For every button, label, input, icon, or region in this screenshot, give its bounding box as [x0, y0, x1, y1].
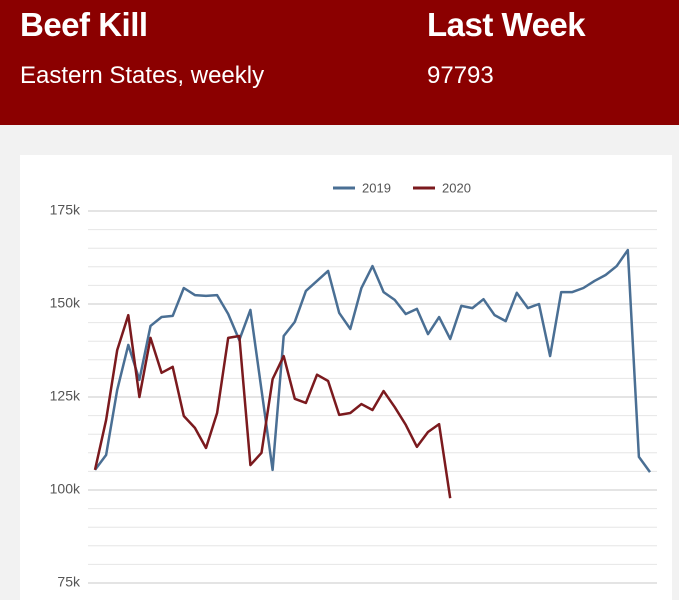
series-line: [93, 248, 652, 473]
legend-label: 2019: [362, 180, 391, 195]
y-tick-label: 150k: [50, 295, 81, 311]
y-tick-label: 125k: [50, 388, 81, 404]
subtitle: Eastern States, weekly: [20, 62, 265, 89]
header: Beef Kill Eastern States, weekly Last We…: [0, 0, 679, 125]
y-tick-label: 75k: [57, 574, 81, 590]
stat-value: 97793: [427, 62, 494, 89]
series-line: [93, 313, 452, 499]
stat-label: Last Week: [427, 6, 586, 43]
y-tick-label: 175k: [50, 202, 81, 218]
y-tick-label: 100k: [50, 481, 81, 497]
title: Beef Kill: [20, 6, 148, 43]
legend-label: 2020: [442, 180, 471, 195]
